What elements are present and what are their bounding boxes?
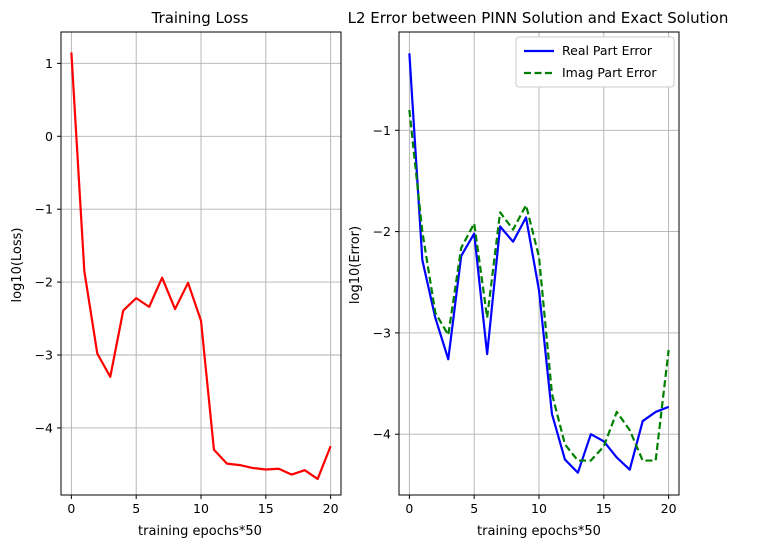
- legend-frame: [515, 36, 675, 88]
- y-tick-label: −1: [373, 123, 391, 138]
- series-layer: [70, 52, 332, 481]
- y-tick-label: −2: [35, 275, 53, 290]
- y-tick-label: −3: [35, 348, 53, 363]
- series-layer: [408, 53, 670, 474]
- x-ticks: 0 5 10 15 20: [67, 495, 339, 516]
- grid: [61, 32, 341, 495]
- x-ticks: 0 5 10 15 20: [405, 495, 677, 516]
- series-line-0: [408, 53, 670, 474]
- y-tick-label: −3: [373, 325, 391, 340]
- legend-label-imag: Imag Part Error: [562, 65, 657, 80]
- x-tick-label: 0: [405, 501, 413, 516]
- y-tick-label: 1: [45, 56, 53, 71]
- legend: Real Part Error Imag Part Error: [515, 36, 675, 88]
- chart-training-loss: Training Loss 0 5 10 15 20 10−1−2−3−4 traini…: [10, 9, 342, 539]
- y-tick-label: −4: [373, 427, 391, 442]
- series-line-0: [70, 52, 332, 481]
- x-tick-label: 20: [323, 501, 339, 516]
- y-ticks: −1 −2 −3 −4: [373, 123, 399, 442]
- y-tick-label: −4: [35, 420, 53, 435]
- y-axis-label: log10(Error): [348, 226, 363, 304]
- chart-title: L2 Error between PINN Solution and Exact…: [348, 9, 729, 27]
- x-tick-label: 0: [67, 501, 75, 516]
- x-tick-label: 5: [132, 501, 140, 516]
- y-tick-label: −1: [35, 202, 53, 217]
- x-axis-label: training epochs*50: [477, 524, 601, 539]
- legend-label-real: Real Part Error: [562, 43, 653, 58]
- chart-title: Training Loss: [151, 9, 249, 27]
- chart-l2-error: L2 Error between PINN Solution and Exact…: [348, 9, 729, 539]
- x-tick-label: 5: [470, 501, 478, 516]
- y-tick-label: −2: [373, 224, 391, 239]
- y-axis-label: log10(Loss): [10, 227, 25, 302]
- x-tick-label: 15: [258, 501, 274, 516]
- y-ticks: 1 0 −1 −2 −3 −4: [35, 56, 61, 435]
- x-axis-label: training epochs*50: [138, 524, 262, 539]
- x-tick-label: 10: [193, 501, 209, 516]
- x-tick-label: 10: [531, 501, 547, 516]
- x-tick-label: 20: [661, 501, 677, 516]
- x-tick-label: 15: [596, 501, 612, 516]
- y-tick-label: 0: [45, 129, 53, 144]
